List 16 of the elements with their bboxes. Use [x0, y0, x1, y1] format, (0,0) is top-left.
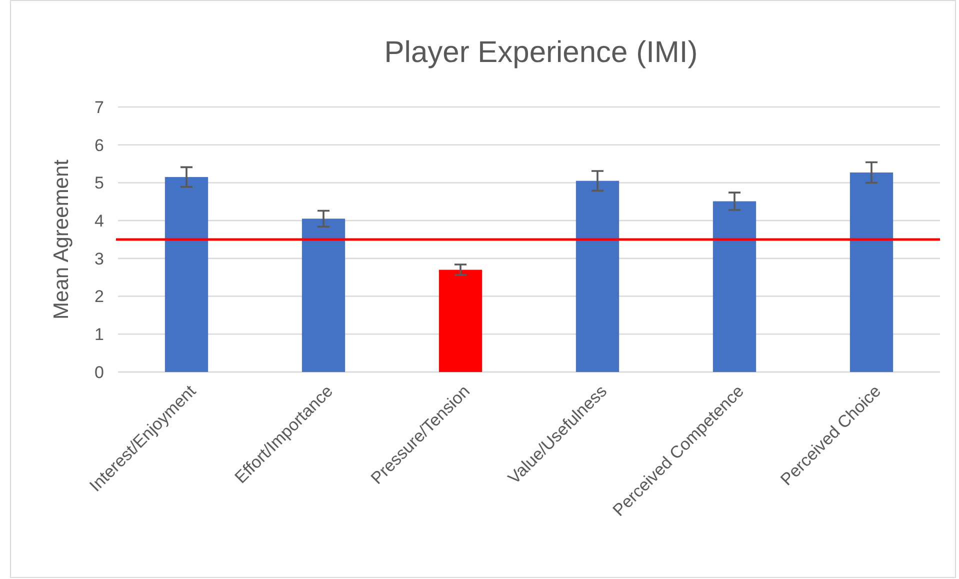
- y-tick-label: 1: [94, 325, 104, 344]
- y-tick-label: 3: [94, 249, 104, 268]
- bar: [850, 172, 894, 372]
- y-tick-label: 4: [94, 212, 104, 231]
- chart-title: Player Experience (IMI): [384, 36, 698, 69]
- y-tick-label: 6: [94, 136, 104, 155]
- bar: [712, 201, 756, 372]
- bar: [302, 218, 346, 372]
- bar: [576, 180, 620, 372]
- bar: [438, 270, 482, 372]
- y-tick-label: 5: [94, 174, 104, 193]
- y-tick-label: 7: [94, 98, 104, 117]
- bar: [164, 177, 208, 372]
- y-tick-label: 2: [94, 287, 104, 306]
- y-tick-label: 0: [94, 362, 104, 382]
- y-axis-title: Mean Agreement: [50, 159, 73, 320]
